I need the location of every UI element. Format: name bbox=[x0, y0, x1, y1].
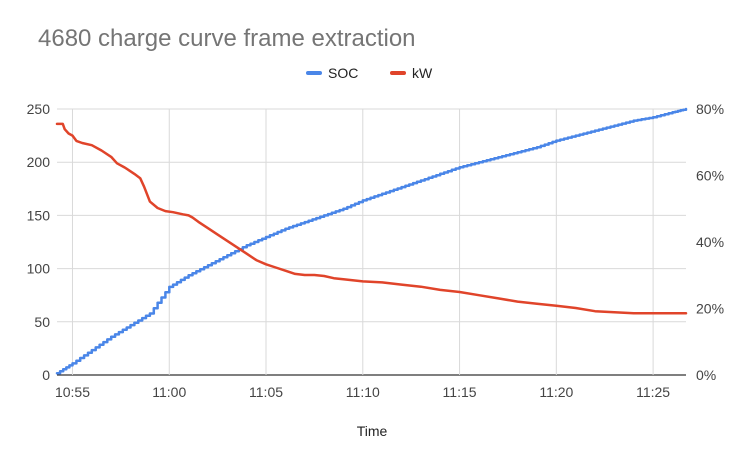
legend-label: kW bbox=[412, 65, 433, 81]
series-layer bbox=[55, 107, 688, 375]
left-axis-ticks: 0 50 100 150 200 250 bbox=[27, 101, 51, 383]
x-tick-label: 11:25 bbox=[636, 384, 670, 400]
x-tick-label: 11:10 bbox=[346, 384, 380, 400]
right-tick-label: 40% bbox=[696, 234, 724, 250]
left-tick-label: 0 bbox=[42, 367, 50, 383]
legend-label: SOC bbox=[328, 65, 358, 81]
legend-swatch bbox=[306, 71, 322, 75]
right-tick-label: 0% bbox=[696, 367, 716, 383]
left-tick-label: 200 bbox=[27, 154, 51, 170]
series-line-soc[interactable] bbox=[55, 107, 688, 375]
left-tick-label: 250 bbox=[27, 101, 51, 117]
x-axis-ticks: 10:55 11:00 11:05 11:10 11:15 11:20 11:25 bbox=[55, 384, 670, 400]
gridlines bbox=[57, 108, 686, 376]
right-tick-label: 20% bbox=[696, 301, 724, 317]
legend-item-soc[interactable]: SOC bbox=[306, 65, 358, 81]
left-tick-label: 50 bbox=[34, 314, 50, 330]
right-axis-ticks: 0% 20% 40% 60% 80% bbox=[696, 101, 724, 383]
x-tick-label: 10:55 bbox=[55, 384, 90, 400]
legend-swatch bbox=[390, 71, 406, 75]
x-tick-label: 11:00 bbox=[152, 384, 186, 400]
x-tick-label: 11:20 bbox=[539, 384, 573, 400]
legend[interactable]: SOC kW bbox=[306, 65, 433, 81]
legend-item-kw[interactable]: kW bbox=[390, 65, 433, 81]
x-tick-label: 11:15 bbox=[443, 384, 477, 400]
series-line-kw[interactable] bbox=[55, 122, 688, 315]
right-tick-label: 60% bbox=[696, 168, 724, 184]
x-tick-label: 11:05 bbox=[249, 384, 283, 400]
left-tick-label: 100 bbox=[27, 261, 51, 277]
x-axis-title: Time bbox=[357, 423, 388, 439]
left-tick-label: 150 bbox=[27, 207, 51, 223]
right-tick-label: 80% bbox=[696, 101, 724, 117]
chart-title: 4680 charge curve frame extraction bbox=[38, 25, 416, 52]
